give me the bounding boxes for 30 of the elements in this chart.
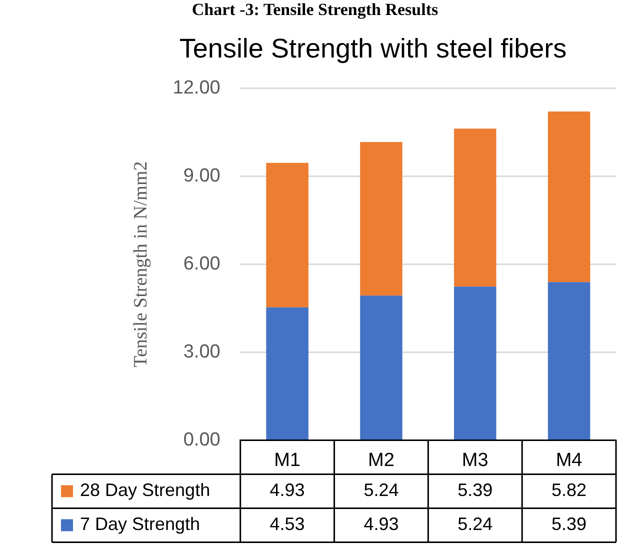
text: Chart -3: Tensile Strength Results <box>192 0 438 19</box>
legend-label: 28 Day Strength <box>80 480 210 500</box>
bar <box>360 296 402 440</box>
bar <box>548 282 590 440</box>
x-tick-label: M4 <box>556 450 583 471</box>
y-tick-label: 3.00 <box>183 341 220 362</box>
data-label: 4.93 <box>270 480 305 500</box>
bar <box>266 162 308 308</box>
y-tick-label: 12.00 <box>172 78 220 99</box>
x-tick-label: M1 <box>274 450 301 471</box>
x-tick-label: M2 <box>368 450 394 471</box>
data-label: 4.93 <box>364 514 399 534</box>
data-label: 5.39 <box>458 480 493 500</box>
bar <box>548 112 590 282</box>
bar <box>360 142 402 296</box>
legend-label: 7 Day Strength <box>80 514 200 534</box>
data-label: 5.39 <box>552 514 587 534</box>
bar <box>454 128 496 287</box>
chart-title: Tensile Strength with steel fibers <box>179 34 567 64</box>
y-axis-title: Tensile Strength in N/mm2 <box>130 161 152 368</box>
y-tick-label: 6.00 <box>183 254 220 275</box>
data-label: 5.82 <box>552 480 587 500</box>
y-tick-label: 9.00 <box>183 166 220 187</box>
y-tick-label: 0.00 <box>183 429 220 450</box>
x-tick-label: M3 <box>462 450 488 471</box>
data-label: 5.24 <box>364 480 399 500</box>
data-label: 5.24 <box>458 514 493 534</box>
bar <box>454 286 496 440</box>
bar <box>266 307 308 440</box>
data-label: 4.53 <box>270 514 305 534</box>
